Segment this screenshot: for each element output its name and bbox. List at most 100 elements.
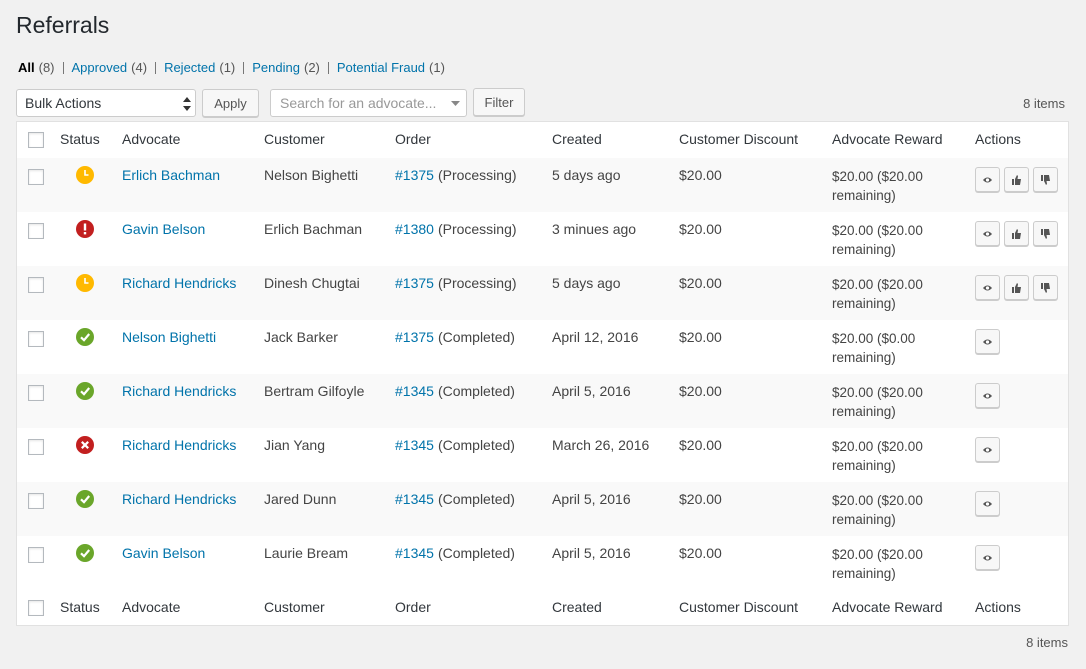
action-icon xyxy=(983,555,992,561)
table-row: Gavin Belson Laurie Bream #1345 (Completed)… xyxy=(17,536,1068,590)
status-icon xyxy=(76,274,94,292)
advocate-search[interactable]: Search for an advocate... xyxy=(270,89,467,117)
row-checkbox[interactable] xyxy=(28,277,44,293)
status-icon xyxy=(76,490,94,508)
advocate-reward: $20.00 ($20.00 remaining) xyxy=(832,277,923,311)
action-icon xyxy=(983,393,992,399)
action-icon xyxy=(983,339,992,345)
row-checkbox[interactable] xyxy=(28,223,44,239)
row-checkbox[interactable] xyxy=(28,493,44,509)
customer-discount: $20.00 xyxy=(679,545,722,561)
advocate-link[interactable]: Richard Hendricks xyxy=(122,383,237,399)
items-count: 8 items xyxy=(1026,635,1068,650)
row-checkbox[interactable] xyxy=(28,439,44,455)
created-date: March 26, 2016 xyxy=(552,437,650,453)
table-row: Gavin Belson Erlich Bachman #1380 (Processi… xyxy=(17,212,1068,266)
view-button[interactable] xyxy=(975,437,1000,462)
order-cell: #1345 (Completed) xyxy=(395,383,515,399)
customer-discount: $20.00 xyxy=(679,383,722,399)
order-status: (Completed) xyxy=(437,491,515,507)
reject-button[interactable] xyxy=(1033,275,1058,300)
order-status: (Completed) xyxy=(437,545,515,561)
row-checkbox[interactable] xyxy=(28,547,44,563)
customer-discount: $20.00 xyxy=(679,329,722,345)
bulk-actions-select[interactable]: Bulk Actions xyxy=(16,89,196,117)
status-icon xyxy=(76,382,94,400)
action-icon xyxy=(983,501,992,507)
action-icon xyxy=(983,447,992,453)
column-header: Created xyxy=(552,131,602,147)
column-header: Advocate xyxy=(122,599,181,615)
table-row: Richard Hendricks Bertram Gilfoyle #1345 (C… xyxy=(17,374,1068,428)
select-all-checkbox[interactable] xyxy=(28,600,44,616)
advocate-reward: $20.00 ($0.00 remaining) xyxy=(832,331,916,365)
action-icon xyxy=(983,231,992,237)
filter-link[interactable]: Approved xyxy=(71,60,128,75)
order-status: (Completed) xyxy=(437,437,515,453)
order-link[interactable]: #1375 xyxy=(395,329,434,345)
referrals-table: Status Advocate Customer Order Created Custom… xyxy=(16,121,1069,626)
view-button[interactable] xyxy=(975,329,1000,354)
order-link[interactable]: #1345 xyxy=(395,383,434,399)
filter-link[interactable]: All xyxy=(18,60,35,75)
action-icon xyxy=(1041,175,1050,185)
separator xyxy=(243,61,245,74)
order-status: (Processing) xyxy=(437,275,517,291)
view-button[interactable] xyxy=(975,221,1000,246)
row-checkbox[interactable] xyxy=(28,169,44,185)
advocate-link[interactable]: Gavin Belson xyxy=(122,545,206,561)
order-link[interactable]: #1375 xyxy=(395,275,434,291)
apply-button[interactable]: Apply xyxy=(202,89,259,117)
filter-button[interactable]: Filter xyxy=(473,88,525,116)
approve-button[interactable] xyxy=(1004,275,1029,300)
order-link[interactable]: #1345 xyxy=(395,491,434,507)
filter-count: (2) xyxy=(303,60,320,75)
row-checkbox[interactable] xyxy=(28,331,44,347)
view-button[interactable] xyxy=(975,545,1000,570)
filter-link[interactable]: Rejected xyxy=(164,60,216,75)
filter-count: (1) xyxy=(429,60,445,75)
advocate-reward: $20.00 ($20.00 remaining) xyxy=(832,169,923,203)
filter-link[interactable]: Pending xyxy=(252,60,300,75)
advocate-link[interactable]: Richard Hendricks xyxy=(122,491,237,507)
table-row: Richard Hendricks Jian Yang #1345 (Complete… xyxy=(17,428,1068,482)
customer-name: Bertram Gilfoyle xyxy=(264,383,365,399)
order-link[interactable]: #1345 xyxy=(395,545,434,561)
view-button[interactable] xyxy=(975,275,1000,300)
filter-link[interactable]: Potential Fraud xyxy=(336,60,426,75)
advocate-link[interactable]: Richard Hendricks xyxy=(122,437,237,453)
row-checkbox[interactable] xyxy=(28,385,44,401)
order-status: (Completed) xyxy=(437,383,515,399)
advocate-link[interactable]: Erlich Bachman xyxy=(122,167,221,183)
order-link[interactable]: #1375 xyxy=(395,167,434,183)
order-link[interactable]: #1380 xyxy=(395,221,434,237)
view-button[interactable] xyxy=(975,491,1000,516)
order-link[interactable]: #1345 xyxy=(395,437,434,453)
advocate-reward: $20.00 ($20.00 remaining) xyxy=(832,385,923,419)
order-cell: #1375 (Completed) xyxy=(395,329,515,345)
reject-button[interactable] xyxy=(1033,221,1058,246)
order-cell: #1375 (Processing) xyxy=(395,167,517,183)
advocate-link[interactable]: Richard Hendricks xyxy=(122,275,237,291)
table-row: Richard Hendricks Jared Dunn #1345 (Complet… xyxy=(17,482,1068,536)
order-cell: #1375 (Processing) xyxy=(395,275,517,291)
created-date: 3 minues ago xyxy=(552,221,637,237)
customer-name: Laurie Bream xyxy=(264,545,349,561)
advocate-link[interactable]: Nelson Bighetti xyxy=(122,329,217,345)
advocate-reward: $20.00 ($20.00 remaining) xyxy=(832,493,923,527)
column-header: Order xyxy=(395,131,431,147)
view-button[interactable] xyxy=(975,383,1000,408)
search-arrow xyxy=(451,101,460,106)
separator xyxy=(327,61,329,74)
view-button[interactable] xyxy=(975,167,1000,192)
action-icon xyxy=(983,177,992,183)
approve-button[interactable] xyxy=(1004,167,1029,192)
approve-button[interactable] xyxy=(1004,221,1029,246)
select-all-checkbox[interactable] xyxy=(28,132,44,148)
column-header: Status xyxy=(60,599,100,615)
created-date: 5 days ago xyxy=(552,167,621,183)
column-header: Advocate xyxy=(122,131,181,147)
advocate-link[interactable]: Gavin Belson xyxy=(122,221,206,237)
reject-button[interactable] xyxy=(1033,167,1058,192)
order-cell: #1345 (Completed) xyxy=(395,545,515,561)
